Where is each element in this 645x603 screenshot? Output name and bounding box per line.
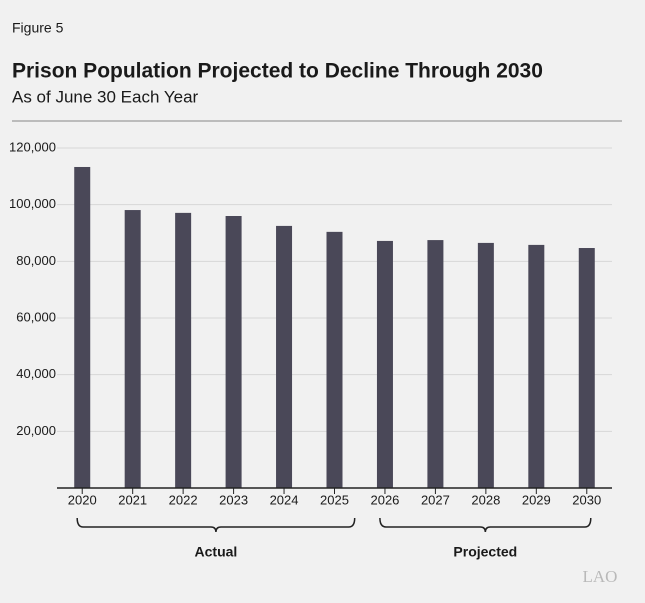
x-tick-label: 2023 [219, 492, 248, 507]
bar [124, 210, 141, 489]
y-tick-label: 80,000 [16, 253, 56, 268]
bar [276, 225, 293, 488]
x-tick-label: 2022 [169, 492, 198, 507]
bar [225, 216, 242, 488]
group-label: Projected [453, 544, 517, 560]
x-tick-label: 2020 [68, 492, 97, 507]
x-tick-label: 2025 [320, 492, 349, 507]
bar [175, 212, 192, 488]
x-tick-label: 2024 [270, 492, 299, 507]
bar [578, 248, 595, 488]
y-tick-label: 40,000 [16, 366, 56, 381]
bar [477, 242, 494, 488]
bar [427, 240, 444, 488]
group-label: Actual [195, 544, 238, 560]
x-tick-label: 2030 [572, 492, 601, 507]
logo: LAO [583, 567, 618, 586]
y-tick-label: 20,000 [16, 423, 56, 438]
bar [528, 244, 545, 488]
figure-label: Figure 5 [12, 20, 64, 36]
bar [376, 240, 393, 488]
x-tick-label: 2029 [522, 492, 551, 507]
y-tick-label: 120,000 [9, 139, 56, 154]
group-bracket [76, 517, 356, 533]
y-tick-label: 60,000 [16, 309, 56, 324]
x-tick-label: 2028 [471, 492, 500, 507]
chart-subtitle: As of June 30 Each Year [12, 87, 199, 106]
bar [326, 231, 343, 488]
x-tick-label: 2027 [421, 492, 450, 507]
bar [74, 166, 91, 488]
x-tick-label: 2021 [118, 492, 147, 507]
x-tick-label: 2026 [370, 492, 399, 507]
y-tick-label: 100,000 [9, 196, 56, 211]
group-bracket [379, 517, 592, 533]
chart-title: Prison Population Projected to Decline T… [12, 60, 543, 83]
